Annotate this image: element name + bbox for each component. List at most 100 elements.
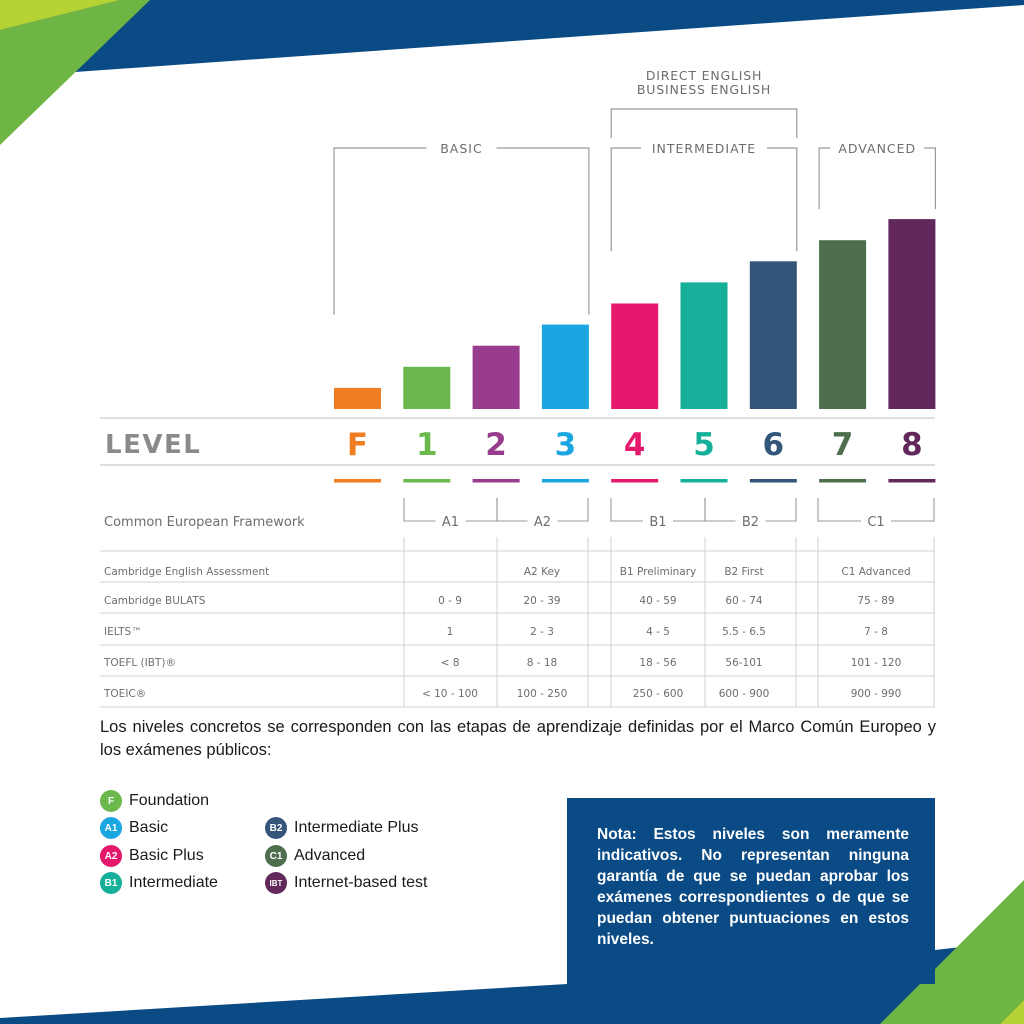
level-label-8: 8	[901, 427, 923, 463]
table-cell: 75 - 89	[857, 595, 894, 607]
table-cell: 900 - 990	[851, 688, 902, 700]
table-cell: 8 - 18	[527, 657, 558, 669]
table-row-label: IELTS™	[104, 626, 142, 638]
bar-3	[541, 324, 589, 409]
group-advanced-bracket	[818, 147, 936, 210]
level-label-7: 7	[832, 427, 854, 463]
table-row-label: TOEIC®	[103, 688, 146, 700]
level-underline-7	[819, 479, 867, 483]
table-cell: C1 Advanced	[841, 566, 910, 578]
level-underline-8	[888, 479, 936, 483]
table-cell: 250 - 600	[633, 688, 684, 700]
legend-item: B2 Intermediate Plus	[265, 817, 419, 839]
group-basic-label: BASIC	[440, 141, 482, 156]
table-cell: B1 Preliminary	[620, 566, 697, 578]
top-navy-band	[0, 0, 1024, 72]
top-left-green-stripe	[0, 0, 150, 145]
level-label-2: 2	[485, 427, 507, 463]
course-label: DIRECT ENGLISH	[646, 68, 762, 83]
legend-label: Foundation	[129, 792, 210, 809]
cef-level-B1: B1	[649, 515, 666, 530]
bar-2	[472, 345, 520, 409]
bars	[334, 219, 936, 409]
courses-bracket	[610, 108, 798, 138]
table-cell: < 8	[441, 657, 460, 669]
legend-label: Basic	[129, 819, 169, 836]
note-box: Nota: Estos niveles son meramente indica…	[567, 798, 935, 984]
bottom-navy-band	[0, 940, 1024, 1024]
table-cell: 2 - 3	[530, 626, 554, 638]
table-cell: 100 - 250	[517, 688, 568, 700]
cef-bracket	[704, 498, 797, 522]
legend-badge-icon: A2	[100, 845, 122, 867]
table-cell: B2 First	[724, 566, 763, 578]
legend-item: C1 Advanced	[265, 845, 365, 867]
course-label: BUSINESS ENGLISH	[637, 82, 771, 97]
bar-1	[403, 366, 451, 409]
table-cell: 0 - 9	[438, 595, 462, 607]
group-intermediate-bracket	[610, 147, 798, 252]
legend-label: Advanced	[294, 847, 366, 864]
level-row: LEVEL F 1 2 3 4 5 6 7 8	[100, 417, 936, 483]
exam-table: Cambridge English Assessment A2 Key B1 Pre…	[100, 537, 935, 708]
level-label-4: 4	[624, 427, 646, 463]
bar-7	[819, 240, 867, 409]
table-row-label: TOEFL (IBT)®	[103, 657, 176, 669]
level-title: LEVEL	[105, 430, 201, 460]
cef-title: Common European Framework	[104, 515, 305, 530]
cef-bracket	[817, 498, 935, 522]
legend-item: A2 Basic Plus	[100, 845, 204, 867]
bar-6	[749, 261, 797, 409]
cef-bracket	[496, 498, 589, 522]
legend-badge-icon: IBT	[265, 872, 287, 894]
cef-level-C1: C1	[867, 515, 884, 530]
level-underline-F	[334, 479, 381, 483]
level-label-1: 1	[416, 427, 438, 463]
legend-item: B1 Intermediate	[100, 872, 218, 894]
bottom-right-yellow-stripe	[1000, 1000, 1024, 1024]
cef-level-A1: A1	[442, 515, 459, 530]
level-underline-5	[680, 479, 728, 483]
legend-badge-icon: B1	[100, 872, 122, 894]
legend-item: IBT Internet-based test	[265, 872, 427, 894]
table-cell: < 10 - 100	[422, 688, 478, 700]
bar-F	[334, 387, 381, 409]
legend-badge-icon: F	[100, 790, 122, 812]
table-cell: 7 - 8	[864, 626, 888, 638]
legend-badge-icon: C1	[265, 845, 287, 867]
bar-5	[680, 282, 728, 409]
legend-item: A1 Basic	[100, 817, 168, 839]
legend-item: F Foundation	[100, 790, 209, 812]
table-cell: 1	[447, 626, 454, 638]
group-advanced-label: ADVANCED	[838, 141, 916, 156]
group-brackets: BASIC INTERMEDIATE ADVANCED DIRECT ENGLISHB…	[333, 68, 936, 315]
bottom-right-green-stripe	[880, 880, 1024, 1024]
level-underline-6	[749, 479, 797, 483]
legend-badge-icon: B2	[265, 817, 287, 839]
level-label-3: 3	[555, 427, 577, 463]
level-underline-2	[472, 479, 520, 483]
legend-label: Intermediate Plus	[294, 819, 419, 836]
legend-badge-icon: A1	[100, 817, 122, 839]
table-cell: 600 - 900	[719, 688, 770, 700]
table-cell: 56-101	[725, 657, 762, 669]
table-cell: 20 - 39	[523, 595, 560, 607]
table-cell: 101 - 120	[851, 657, 902, 669]
group-basic-bracket	[333, 147, 590, 315]
bar-8	[888, 219, 936, 409]
table-cell: A2 Key	[524, 566, 560, 578]
level-label-5: 5	[693, 427, 715, 463]
level-underline-4	[611, 479, 659, 483]
table-cell: 18 - 56	[639, 657, 677, 669]
level-underline-1	[403, 479, 451, 483]
table-row-label: Cambridge BULATS	[104, 595, 206, 607]
legend-label: Internet-based test	[294, 874, 428, 891]
level-label-F: F	[347, 427, 368, 463]
legend-label: Intermediate	[129, 874, 218, 891]
cef-row: Common European Framework A1 A2 B1 B2 C1	[104, 498, 935, 530]
table-cell: 4 - 5	[646, 626, 670, 638]
intro-text: Los niveles concretos se corresponden co…	[100, 718, 936, 759]
table-cell: 40 - 59	[639, 595, 676, 607]
